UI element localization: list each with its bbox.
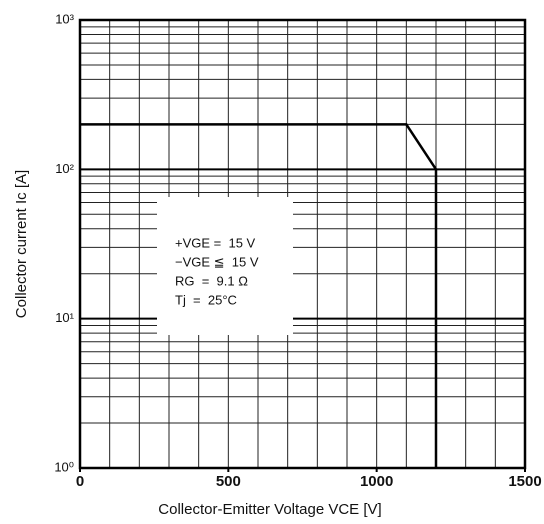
y-tick-label: 10² xyxy=(55,161,74,176)
annotation: RG = 9.1 Ω xyxy=(175,273,248,288)
x-tick-label: 0 xyxy=(76,473,84,490)
x-tick-label: 1000 xyxy=(360,473,393,490)
y-tick-label: 10¹ xyxy=(55,310,74,325)
annotation: Tj = 25°C xyxy=(175,292,237,307)
annotation-box xyxy=(157,197,293,335)
y-tick-label: 10⁰ xyxy=(54,459,74,474)
y-axis-label: Collector current Ic [A] xyxy=(13,170,30,318)
x-tick-label: 1500 xyxy=(508,473,541,490)
data-line xyxy=(80,123,438,468)
plot-border xyxy=(78,18,527,470)
annotation: +VGE = 15 V xyxy=(175,235,256,250)
annotation: −VGE ≦ 15 V xyxy=(175,254,259,269)
x-tick-label: 500 xyxy=(216,473,241,490)
y-tick-label: 10³ xyxy=(55,11,74,26)
x-axis-label: Collector-Emitter Voltage VCE [V] xyxy=(158,501,381,518)
